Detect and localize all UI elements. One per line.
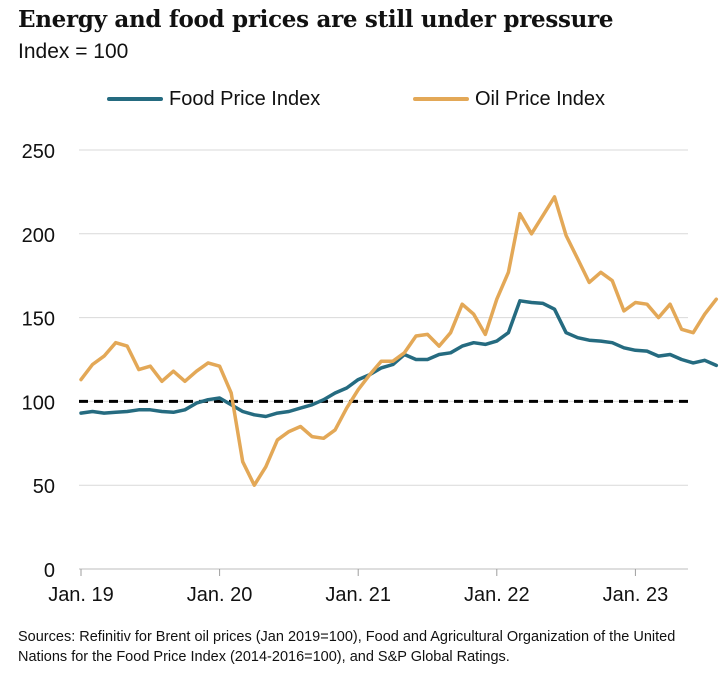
food-price-index-line [79, 299, 719, 419]
y-tick-label: 150 [22, 309, 55, 331]
y-tick-label: 0 [44, 560, 55, 582]
legend-item-food: Food Price Index [107, 84, 320, 114]
x-tick-label: Jan. 22 [464, 584, 530, 606]
oil-price-index-line [79, 195, 719, 487]
x-tick-label: Jan. 23 [603, 584, 669, 606]
legend-label-food: Food Price Index [169, 87, 321, 110]
legend-swatch-oil [413, 97, 469, 101]
chart-title: Energy and food prices are still under p… [18, 6, 614, 33]
y-tick-label: 200 [22, 225, 55, 247]
legend-item-oil: Oil Price Index [413, 84, 605, 114]
y-tick-label: 250 [22, 141, 55, 163]
series-layer [79, 195, 719, 487]
x-tick-label: Jan. 20 [187, 584, 253, 606]
legend-swatch-food [107, 97, 163, 101]
y-axis-ticks: 0 50 100 150 200 250 [22, 141, 55, 582]
chart-subtitle: Index = 100 [18, 40, 129, 63]
x-tick-label: Jan. 21 [325, 584, 391, 606]
x-axis-ticks: Jan. 19 Jan. 20 Jan. 21 Jan. 22 Jan. 23 [48, 569, 668, 606]
x-tick-label: Jan. 19 [48, 584, 114, 606]
y-tick-label: 50 [33, 476, 55, 498]
legend-label-oil: Oil Price Index [475, 87, 606, 110]
y-tick-label: 100 [22, 392, 55, 414]
legend: Food Price Index Oil Price Index [0, 84, 720, 114]
source-note: Sources: Refinitiv for Brent oil prices … [18, 629, 676, 665]
